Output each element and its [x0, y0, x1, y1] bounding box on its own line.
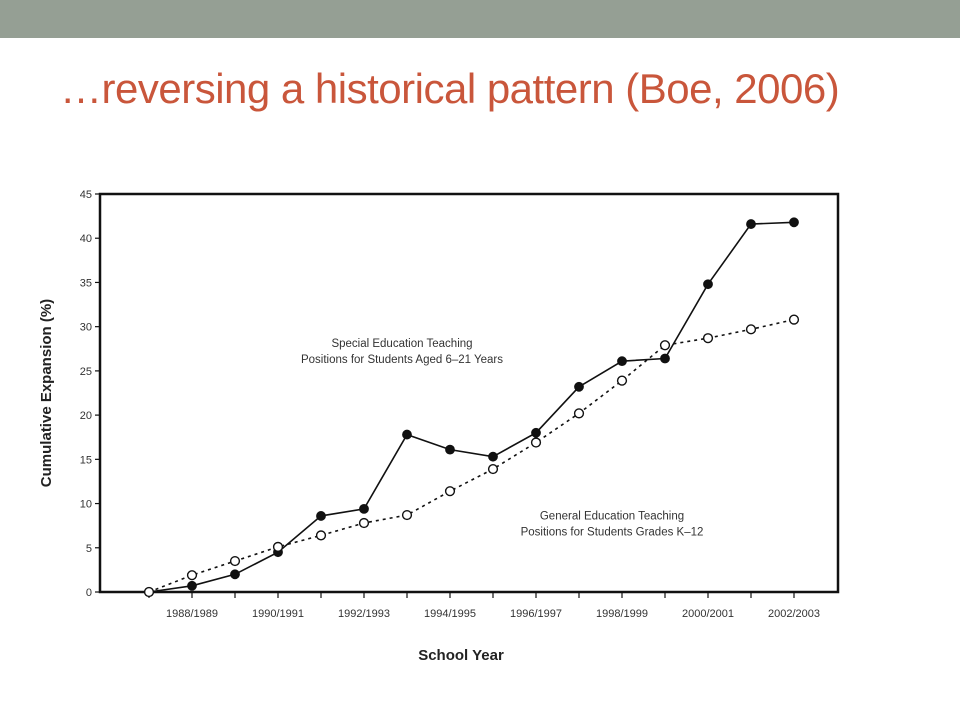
y-axis-title: Cumulative Expansion (%): [38, 299, 55, 487]
data-point-series-2: [659, 340, 671, 351]
data-point-series-2: [229, 555, 241, 567]
series-line-2: [148, 318, 795, 593]
data-point-series-1: [187, 580, 197, 591]
data-point-series-1: [316, 511, 326, 521]
y-tick-label: 35: [80, 277, 92, 289]
y-tick-label: 0: [86, 587, 92, 599]
top-accent-bar: [0, 0, 960, 38]
data-point-series-2: [358, 517, 370, 529]
x-tick-label: 1988/1989: [166, 608, 218, 620]
x-tick-label: 1992/1993: [338, 608, 390, 620]
data-point-series-1: [789, 217, 799, 228]
line-chart: 0 5 10 15 20 25 30 35 40 45 1988/1989 1990/1991 1992…: [38, 189, 840, 664]
data-point-series-1: [660, 353, 670, 364]
series-annotation-1: Special Education Teaching: [331, 338, 472, 350]
data-point-series-1: [359, 503, 369, 514]
x-axis-title: School Year: [418, 647, 504, 664]
slide-title: …reversing a historical pattern (Boe, 20…: [60, 65, 840, 112]
data-point-series-1: [703, 279, 713, 290]
y-tick-label: 10: [80, 499, 92, 511]
y-tick-label: 40: [80, 233, 92, 245]
data-point-series-2: [487, 463, 499, 475]
y-tick-label: 30: [80, 322, 92, 334]
series-line-1: [148, 221, 795, 593]
data-point-series-1: [617, 356, 627, 367]
series-annotation-2: Positions for Students Grades K–12: [521, 526, 704, 538]
chart-figure: 0 5 10 15 20 25 30 35 40 45 1988/1989 1990/1991 1992…: [30, 178, 840, 678]
data-point-series-2: [186, 570, 198, 581]
plot-frame: [98, 192, 840, 594]
x-tick-label: 1998/1999: [596, 608, 648, 620]
data-point-series-1: [574, 381, 584, 392]
data-point-series-2: [530, 437, 542, 448]
series-annotation-1: Positions for Students Aged 6–21 Years: [301, 354, 503, 366]
x-tick-label: 1990/1991: [252, 608, 304, 620]
data-point-series-2: [272, 541, 284, 552]
data-point-series-1: [746, 219, 756, 229]
y-tick-label: 25: [80, 366, 92, 378]
data-point-series-1: [402, 429, 412, 440]
data-point-series-2: [745, 324, 757, 335]
data-point-series-1: [445, 444, 455, 455]
y-tick-label: 15: [80, 454, 92, 466]
data-point-series-1: [488, 451, 498, 462]
y-tick-label: 20: [80, 410, 92, 422]
data-point-series-2: [444, 486, 456, 497]
data-point-series-2: [702, 333, 714, 344]
data-point-series-2: [616, 375, 628, 386]
x-tick-label: 1994/1995: [424, 608, 476, 620]
data-point-series-2: [401, 509, 413, 521]
data-point-series-2: [315, 530, 327, 541]
y-tick-label: 45: [80, 189, 92, 201]
data-point-series-1: [230, 569, 240, 580]
data-point-series-2: [788, 314, 800, 325]
data-point-series-1: [531, 427, 541, 438]
x-tick-label: 1996/1997: [510, 608, 562, 620]
y-tick-label: 5: [86, 543, 92, 555]
data-point-series-2: [573, 408, 585, 419]
x-tick-label: 2002/2003: [768, 608, 820, 620]
series-annotation-2: General Education Teaching: [540, 510, 684, 522]
data-point-series-2: [143, 586, 155, 598]
x-tick-label: 2000/2001: [682, 608, 734, 620]
